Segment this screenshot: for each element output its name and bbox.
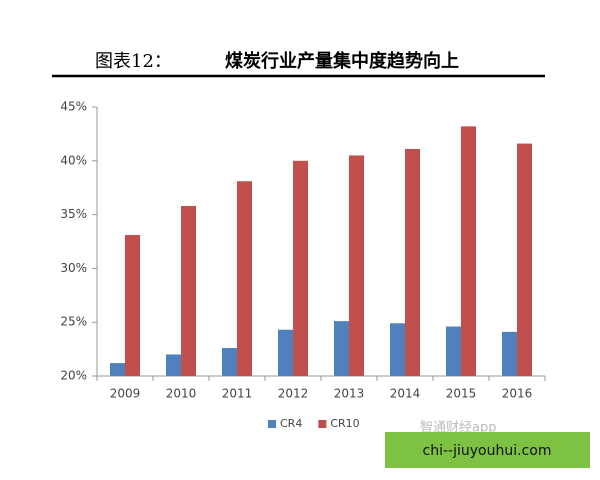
legend-swatch [318, 420, 327, 428]
bar [222, 348, 237, 376]
x-tick-label: 2016 [502, 387, 533, 401]
bar [461, 126, 476, 376]
bar [125, 235, 140, 376]
bar [502, 331, 517, 376]
legend-label: CR10 [330, 417, 359, 430]
x-tick-label: 2015 [446, 387, 477, 401]
bar [349, 155, 364, 376]
bar [278, 329, 293, 376]
y-tick-label: 25% [60, 315, 87, 329]
y-tick-label: 40% [60, 153, 87, 167]
x-tick-label: 2010 [166, 387, 197, 401]
x-tick-label: 2011 [222, 387, 253, 401]
bar [446, 326, 461, 376]
chart-title: 煤炭行业产量集中度趋势向上 [225, 50, 459, 72]
y-tick-label: 20% [60, 369, 87, 383]
y-tick-label: 30% [60, 261, 87, 275]
y-tick-label: 35% [60, 207, 87, 221]
x-tick-label: 2012 [278, 387, 309, 401]
x-tick-label: 2009 [110, 387, 141, 401]
bar [334, 321, 349, 376]
y-tick-label: 45% [60, 100, 87, 114]
bar [110, 363, 125, 376]
watermark: 智通财经app [420, 421, 496, 436]
legend-swatch [268, 420, 276, 428]
x-tick-label: 2014 [390, 387, 421, 401]
legend-label: CR4 [280, 417, 302, 430]
bar [390, 323, 405, 376]
bar [517, 143, 532, 376]
banner-text: chi--jiuyouhui.com [423, 443, 552, 459]
bar [405, 148, 420, 376]
bar [166, 354, 181, 376]
bar [237, 181, 252, 376]
chart-label: 图表12： [95, 51, 172, 72]
x-tick-label: 2013 [334, 387, 365, 401]
bar [293, 160, 308, 376]
bar [181, 205, 196, 376]
banner-box [385, 432, 590, 468]
